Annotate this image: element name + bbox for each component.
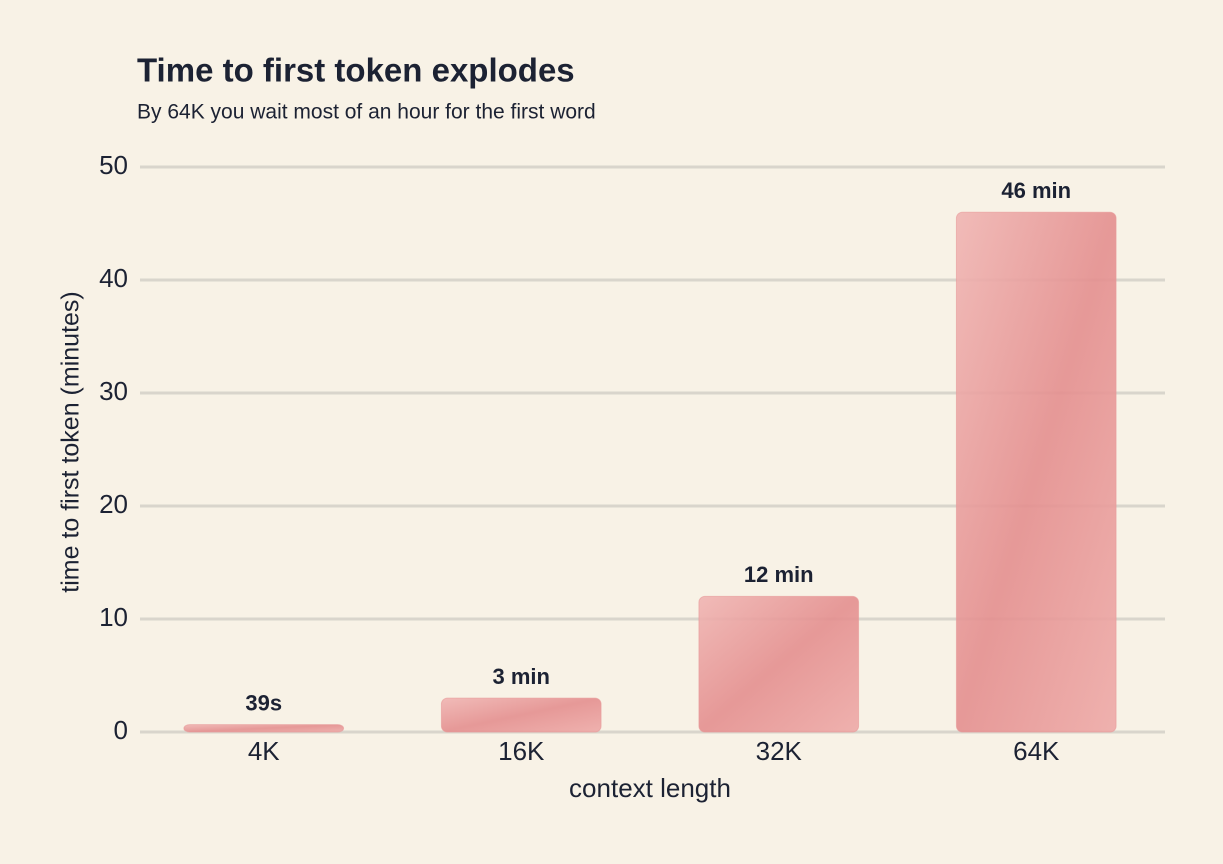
x-axis-label: context length [569,773,731,803]
x-tick-label: 64K [1013,736,1060,766]
y-tick-label: 10 [99,602,128,632]
chart-subtitle: By 64K you wait most of an hour for the … [137,101,596,124]
chart-title: Time to first token explodes [137,52,575,89]
plot: 4K 39s 16K 3 min 32K 12 min 64K 46 min [183,178,1117,766]
y-tick-label: 40 [99,263,128,293]
value-label: 3 min [493,664,550,689]
x-tick-label: 32K [756,736,803,766]
y-tick-label: 50 [99,150,128,180]
y-tick-label: 20 [99,489,128,519]
bar [955,211,1117,733]
x-tick-label: 4K [248,736,280,766]
bar [440,697,602,733]
value-label: 46 min [1001,178,1071,203]
bar [183,724,345,733]
bar [698,595,860,733]
y-tick-label: 30 [99,376,128,406]
x-tick-label: 16K [498,736,545,766]
y-axis-label: time to first token (minutes) [57,291,85,592]
value-label: 12 min [744,562,814,587]
value-label: 39s [245,690,282,715]
y-tick-label: 0 [114,715,128,745]
